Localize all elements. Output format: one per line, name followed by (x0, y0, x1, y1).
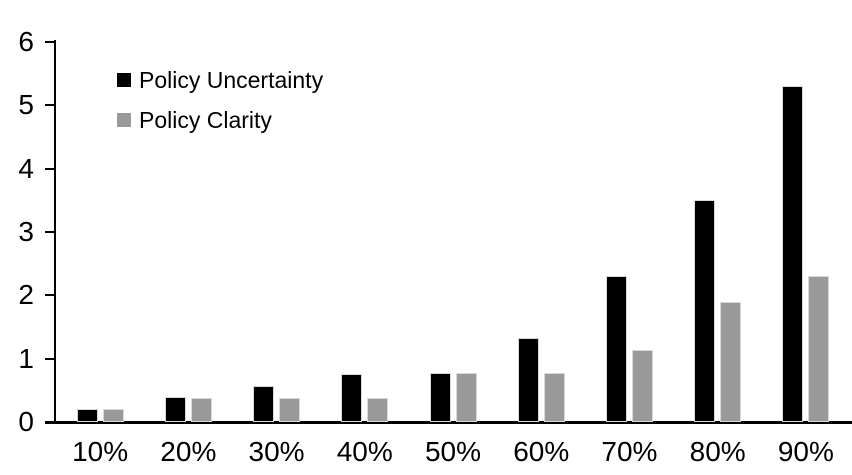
bar-policy-clarity-10% (102, 409, 124, 422)
y-axis-tick (45, 231, 55, 233)
bar-policy-uncertainty-30% (253, 386, 275, 422)
bar-policy-uncertainty-10% (76, 409, 98, 422)
y-axis-tick (45, 104, 55, 107)
y-axis-label: 5 (18, 89, 34, 121)
y-axis-tick (45, 167, 55, 170)
x-axis-label: 80% (689, 436, 746, 467)
x-axis-label: 60% (513, 436, 570, 467)
legend-label-policy-clarity: Policy Clarity (139, 107, 272, 133)
x-axis-line (45, 421, 852, 424)
bar-policy-clarity-60% (543, 373, 565, 422)
x-axis-label: 20% (160, 436, 217, 467)
y-axis-tick (45, 294, 55, 297)
bar-policy-uncertainty-70% (605, 276, 627, 422)
x-axis-label: 10% (72, 436, 129, 467)
legend-swatch-policy-uncertainty-icon (117, 73, 131, 87)
bar-policy-clarity-80% (720, 302, 742, 422)
x-axis-label: 90% (777, 436, 834, 467)
legend-item-policy-uncertainty: Policy Uncertainty (117, 60, 323, 100)
y-axis-line (54, 40, 56, 424)
y-axis-label: 2 (18, 279, 34, 311)
bar-policy-clarity-30% (279, 398, 301, 422)
y-axis-label: 1 (18, 342, 34, 374)
bar-policy-uncertainty-90% (782, 86, 804, 422)
y-axis-label: 0 (18, 406, 34, 437)
y-axis-tick (45, 421, 55, 423)
x-axis-label: 30% (248, 436, 305, 467)
bar-policy-uncertainty-60% (517, 338, 539, 422)
y-axis-label: 6 (18, 26, 34, 57)
y-axis-label: 3 (18, 216, 34, 247)
bar-policy-clarity-70% (631, 350, 653, 422)
y-axis-label: 4 (18, 152, 34, 184)
legend-swatch-policy-clarity-icon (117, 113, 131, 127)
bar-policy-uncertainty-50% (429, 373, 451, 422)
bar-policy-clarity-20% (190, 398, 212, 422)
bar-policy-uncertainty-40% (341, 374, 363, 422)
y-axis-tick (45, 357, 55, 360)
bar-policy-clarity-50% (455, 373, 477, 422)
legend-label-policy-uncertainty: Policy Uncertainty (139, 67, 324, 93)
bar-policy-uncertainty-20% (164, 397, 186, 422)
x-axis-label: 40% (336, 436, 393, 467)
y-axis-tick (45, 41, 55, 43)
bar-policy-clarity-40% (367, 398, 389, 422)
legend: Policy Uncertainty Policy Clarity (117, 60, 323, 140)
legend-item-policy-clarity: Policy Clarity (117, 100, 323, 140)
bar-policy-clarity-90% (808, 276, 830, 422)
x-axis-label: 70% (601, 436, 658, 467)
x-axis-label: 50% (424, 436, 482, 467)
bar-policy-uncertainty-80% (694, 200, 716, 422)
